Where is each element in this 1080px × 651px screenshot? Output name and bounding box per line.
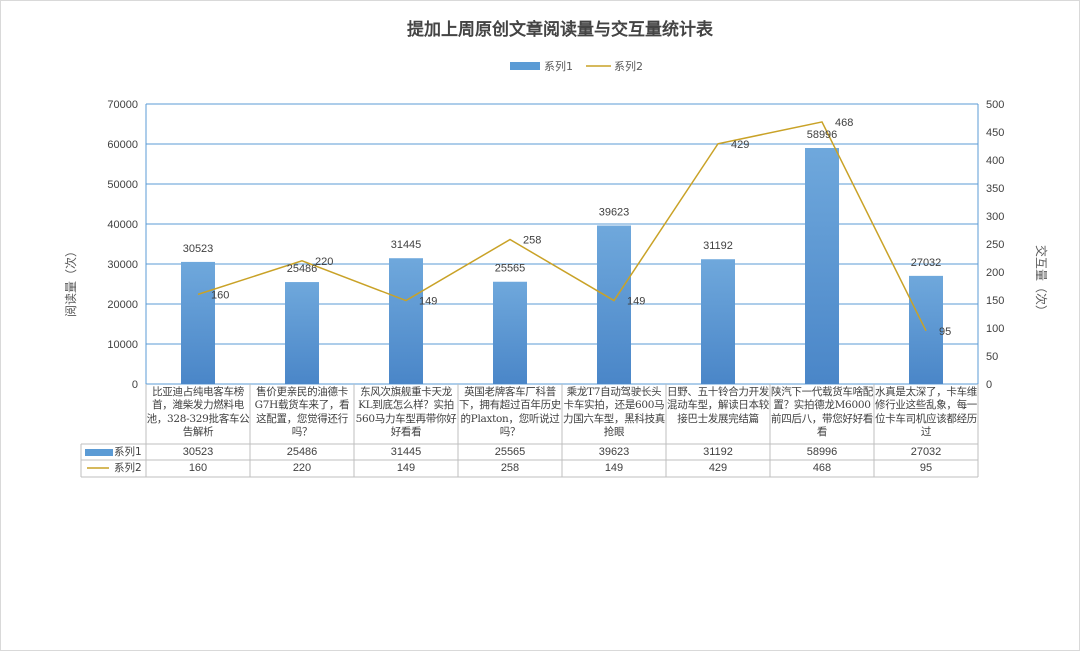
line-value-label: 258 — [523, 235, 541, 247]
bar — [597, 225, 631, 384]
data-labels: 30523 25486 31445 25565 39623 31192 58996 27032… — [183, 117, 952, 338]
table-cell: 25486 — [286, 446, 318, 458]
y2-tick-label: 200 — [986, 267, 1004, 279]
table-cell: 27032 — [910, 446, 942, 458]
bar-series — [181, 148, 943, 384]
y2-axis-label: 交互量（次） — [1034, 245, 1049, 317]
category-label: 日野、五十铃合力开发混动车型，解读日本较接巴士发展完结篇 — [667, 386, 769, 425]
line-series — [197, 121, 927, 332]
y2-tick-label: 0 — [986, 379, 992, 391]
table-cell: 95 — [919, 462, 933, 474]
table-cell: 258 — [500, 462, 520, 474]
bar — [285, 282, 319, 384]
y2-axis-ticks: 0 50 100 150 200 250 300 350 400 450 500 — [986, 99, 1004, 391]
line-value-label: 160 — [211, 289, 229, 301]
legend-swatch-series1 — [510, 62, 540, 70]
bar — [181, 261, 215, 384]
category-label: 英国老牌客车厂科普下，拥有超过百年历史的Plaxton，您听说过吗？ — [459, 386, 561, 439]
bar — [701, 259, 735, 384]
table-cell: 25565 — [494, 446, 526, 458]
line-value-label: 149 — [419, 296, 437, 308]
bar — [389, 258, 423, 384]
line-value-label: 149 — [627, 296, 645, 308]
gridlines — [145, 103, 979, 385]
y2-tick-label: 350 — [986, 183, 1004, 195]
legend-label-series1: 系列1 — [544, 59, 573, 73]
category-label: 陕汽下一代载货车啥配置？实拍德龙M6000前四后八，带您好好看看 — [771, 386, 873, 439]
bar-value-label: 30523 — [183, 243, 214, 255]
y-tick-label: 70000 — [107, 99, 138, 111]
chart-title: 提加上周原创文章阅读量与交互量统计表 — [407, 19, 714, 40]
table-cell: 31192 — [703, 446, 733, 458]
line-value-label: 468 — [835, 117, 853, 129]
category-label: 售价更亲民的油德卡G7H载货车来了，看这配置，您觉得还行吗？ — [254, 386, 350, 439]
line-value-label: 220 — [315, 256, 333, 268]
y-tick-label: 30000 — [107, 259, 138, 271]
series2-line — [197, 121, 927, 332]
y-tick-label: 0 — [132, 379, 138, 391]
y2-tick-label: 400 — [986, 155, 1004, 167]
table-cell: 58996 — [806, 446, 838, 458]
category-label: 水真是太深了，卡车维修行业这些乱象，每一位卡车司机应该都经历过 — [875, 386, 977, 439]
data-table-grid — [80, 384, 979, 478]
y-tick-label: 10000 — [107, 339, 138, 351]
table-cell: 149 — [396, 462, 416, 474]
category-label: 东风次旗舰重卡天龙KL到底怎么样？实拍560马力车型再带你好好看看 — [355, 386, 457, 439]
table-cell: 31445 — [390, 446, 422, 458]
data-table-legend-keys — [85, 449, 113, 469]
bar — [805, 148, 839, 384]
y2-tick-label: 100 — [986, 323, 1004, 335]
category-label: 比亚迪占纯电客车榜首，潍柴发力燃料电池，328-329批客车公告解析 — [146, 386, 250, 439]
table-key-series1 — [85, 449, 113, 456]
y-tick-label: 40000 — [107, 219, 138, 231]
legend-label-series2: 系列2 — [614, 59, 643, 73]
y-tick-label: 60000 — [107, 139, 138, 151]
table-cell: 30523 — [182, 446, 214, 458]
table-cell: 39623 — [598, 446, 630, 458]
y2-tick-label: 500 — [986, 99, 1004, 111]
table-cell: 160 — [188, 462, 208, 474]
table-row-header-series2: 系列2 — [114, 462, 142, 474]
bar — [493, 281, 527, 384]
table-cell: 220 — [292, 462, 312, 474]
table-row-header-series1: 系列1 — [114, 446, 142, 458]
table-cell: 429 — [708, 462, 728, 474]
y2-tick-label: 250 — [986, 239, 1004, 251]
line-value-label: 95 — [939, 326, 951, 338]
y2-tick-label: 150 — [986, 295, 1004, 307]
table-cell: 468 — [812, 462, 832, 474]
bar-value-label: 39623 — [599, 207, 630, 219]
bar-value-label: 58996 — [807, 129, 838, 141]
line-value-label: 429 — [731, 139, 749, 151]
bar-value-label: 31445 — [391, 239, 422, 251]
y2-tick-label: 50 — [986, 351, 998, 363]
y2-tick-label: 450 — [986, 127, 1004, 139]
table-cell: 149 — [604, 462, 624, 474]
y-axis-label: 阅读量（次） — [64, 245, 78, 317]
y2-tick-label: 300 — [986, 211, 1004, 223]
y-axis-ticks: 0 10000 20000 30000 40000 50000 60000 70000 — [107, 99, 138, 391]
bar-value-label: 31192 — [703, 240, 733, 252]
category-label: 乘龙T7自动驾驶长头卡车实拍，还是600马力国六车型，黑科技真抢眼 — [563, 386, 665, 439]
y-tick-label: 50000 — [107, 179, 138, 191]
bar-value-label: 25486 — [287, 263, 318, 275]
bar-value-label: 25565 — [495, 263, 526, 275]
legend: 系列1 系列2 — [510, 59, 643, 73]
bar-value-label: 27032 — [911, 257, 942, 269]
y-tick-label: 20000 — [107, 299, 138, 311]
